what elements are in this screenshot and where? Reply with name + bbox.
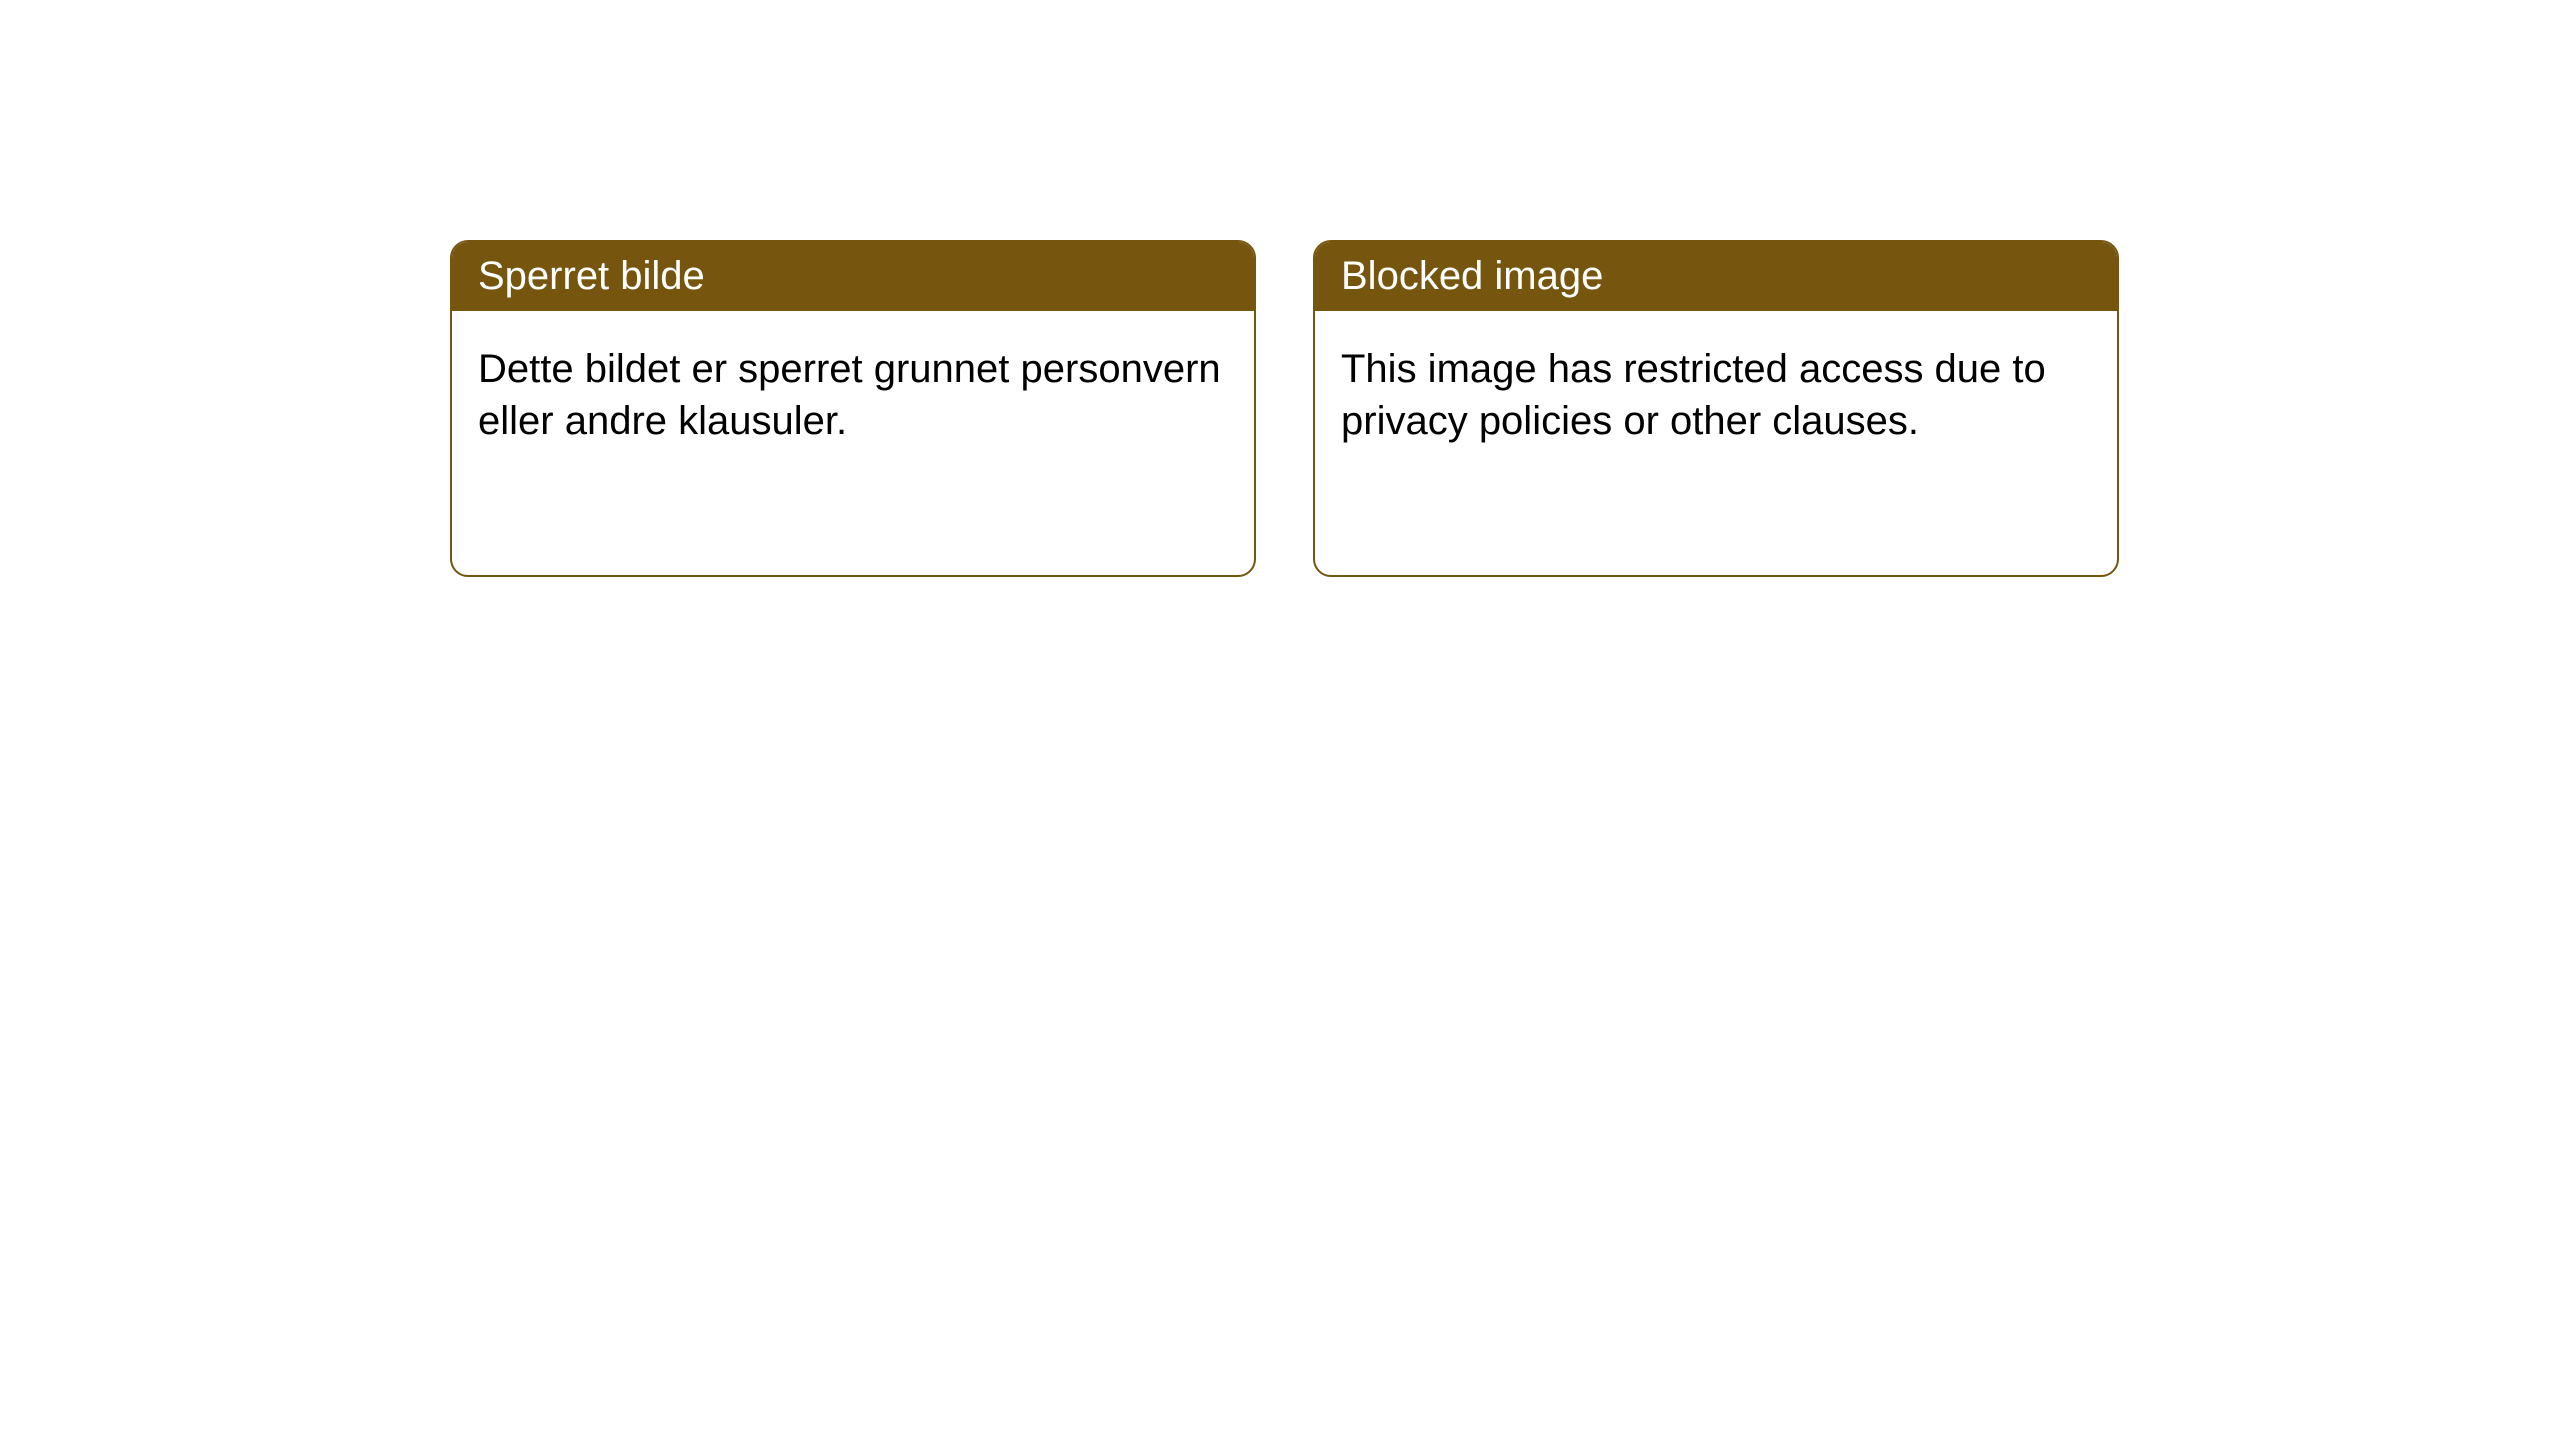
blocked-image-card-no: Sperret bilde Dette bildet er sperret gr… bbox=[450, 240, 1256, 577]
card-title: Blocked image bbox=[1315, 242, 2117, 311]
card-body: This image has restricted access due to … bbox=[1315, 311, 2117, 479]
blocked-image-card-en: Blocked image This image has restricted … bbox=[1313, 240, 2119, 577]
card-title: Sperret bilde bbox=[452, 242, 1254, 311]
notice-container: Sperret bilde Dette bildet er sperret gr… bbox=[0, 0, 2560, 577]
card-body: Dette bildet er sperret grunnet personve… bbox=[452, 311, 1254, 479]
